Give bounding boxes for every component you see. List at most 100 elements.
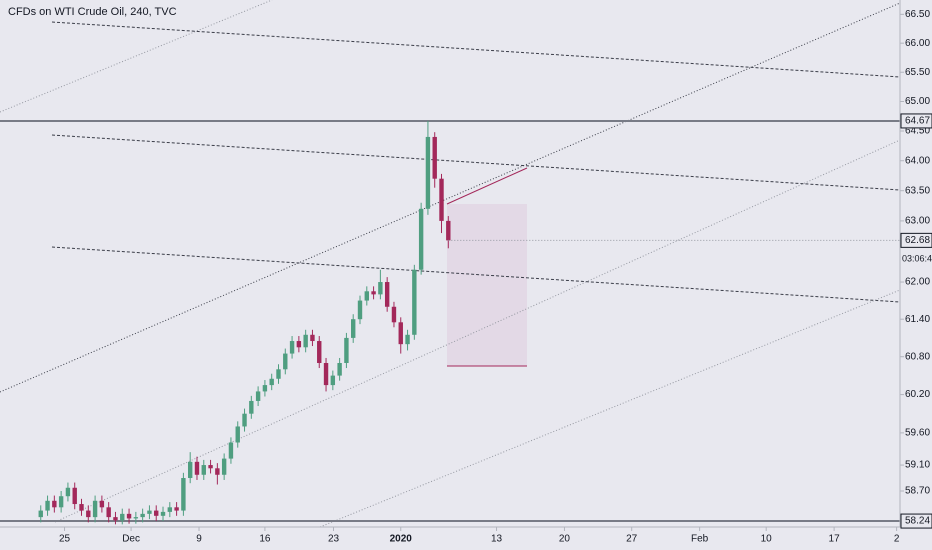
x-tick-label: Feb [691, 534, 709, 545]
candle-body [72, 487, 77, 505]
candle-body [242, 413, 247, 427]
candle-body [371, 291, 376, 295]
candle-body [405, 334, 410, 345]
candle-body [317, 341, 322, 363]
x-tick-label: 17 [829, 534, 841, 545]
price-label-box [900, 113, 932, 129]
trend-line [51, 134, 901, 191]
candle-body [133, 517, 139, 519]
x-tick-label: 20 [559, 534, 571, 545]
candle-body [215, 468, 220, 475]
y-tick-label: 62.00 [905, 277, 930, 288]
candle-body [344, 337, 349, 363]
candle-body [357, 300, 363, 320]
candle-body [432, 136, 437, 179]
y-tick-label: 64.50 [905, 126, 930, 137]
price-label: 58.24 [905, 516, 930, 527]
price-label: 64.67 [905, 116, 930, 127]
candle-body [38, 510, 43, 518]
candle-body [262, 385, 268, 392]
candle-body [310, 334, 315, 342]
candle-body [92, 500, 98, 518]
candle-body [439, 178, 444, 221]
candle-body [269, 378, 274, 386]
y-tick-label: 59.60 [905, 428, 930, 439]
candle-body [289, 341, 295, 354]
last-price-box [900, 232, 932, 248]
candle-body [187, 461, 193, 479]
candle-body [106, 507, 111, 518]
candle-body [249, 400, 254, 414]
x-tick-label: 2020 [390, 534, 413, 545]
candle-body [208, 465, 213, 469]
candle-body [391, 306, 397, 323]
x-tick-label: 9 [196, 534, 202, 545]
candle-body [446, 220, 451, 241]
candle-body [378, 282, 383, 295]
candle-body [140, 513, 145, 518]
chart-title: CFDs on WTI Crude Oil, 240, TVC [8, 6, 177, 18]
drawings [0, 0, 901, 528]
candle-body [201, 465, 206, 475]
candle-body [154, 510, 159, 516]
candle-body [384, 282, 390, 307]
candle-body [255, 391, 261, 401]
y-tick-label: 64.00 [905, 155, 930, 166]
trend-line [0, 0, 273, 113]
candle-body [221, 458, 227, 475]
candle-body [160, 511, 166, 516]
candle-body [351, 319, 356, 338]
y-tick-label: 60.80 [905, 351, 930, 362]
candle-body [52, 500, 57, 508]
candle-body [181, 478, 186, 511]
candle-body [398, 322, 403, 345]
last-price-label: 62.68 [905, 235, 930, 246]
candle-body [174, 507, 179, 511]
candle-body [303, 334, 308, 348]
candle-body [425, 136, 431, 209]
candle-body [283, 353, 288, 370]
candle-body [45, 500, 50, 511]
candle-body [147, 510, 152, 514]
projection-box [447, 204, 527, 366]
y-tick-label: 65.00 [905, 96, 930, 107]
y-tick-label: 58.70 [905, 486, 930, 497]
plot [0, 119, 900, 525]
y-tick-label: 59.10 [905, 460, 930, 471]
x-tick-label: Dec [122, 534, 140, 545]
candle-body [412, 269, 417, 335]
candle-body [126, 513, 132, 519]
x-tick-label: 10 [761, 534, 773, 545]
y-tick-label: 66.00 [905, 38, 930, 49]
y-tick-label: 65.50 [905, 67, 930, 78]
candle-body [276, 369, 281, 379]
countdown: 03:06:45 [902, 254, 932, 264]
candle-body [86, 510, 91, 518]
x-tick-label: 13 [491, 534, 503, 545]
x-tick-label: 23 [328, 534, 340, 545]
target-line [446, 167, 528, 205]
candle-body [113, 517, 118, 521]
x-tick-label: 25 [59, 534, 71, 545]
y-tick-label: 66.50 [905, 9, 930, 20]
trend-line [51, 21, 901, 78]
y-tick-label: 63.00 [905, 216, 930, 227]
candle-body [323, 362, 329, 386]
candle-body [58, 496, 64, 508]
y-tick-label: 61.40 [905, 314, 930, 325]
candle-body [296, 341, 302, 348]
candle-body [235, 426, 240, 443]
candle-body [120, 513, 125, 521]
candle-body [167, 507, 173, 512]
channel-line [319, 289, 901, 528]
candle-body [79, 504, 84, 511]
candle-body [228, 442, 234, 459]
candle-body [99, 500, 105, 508]
x-tick-label: 16 [259, 534, 271, 545]
candle-body [65, 487, 71, 497]
x-tick-label: 2 [894, 534, 900, 545]
candle-body [418, 208, 424, 270]
candle-body [364, 291, 369, 301]
y-tick-label: 63.50 [905, 185, 930, 196]
